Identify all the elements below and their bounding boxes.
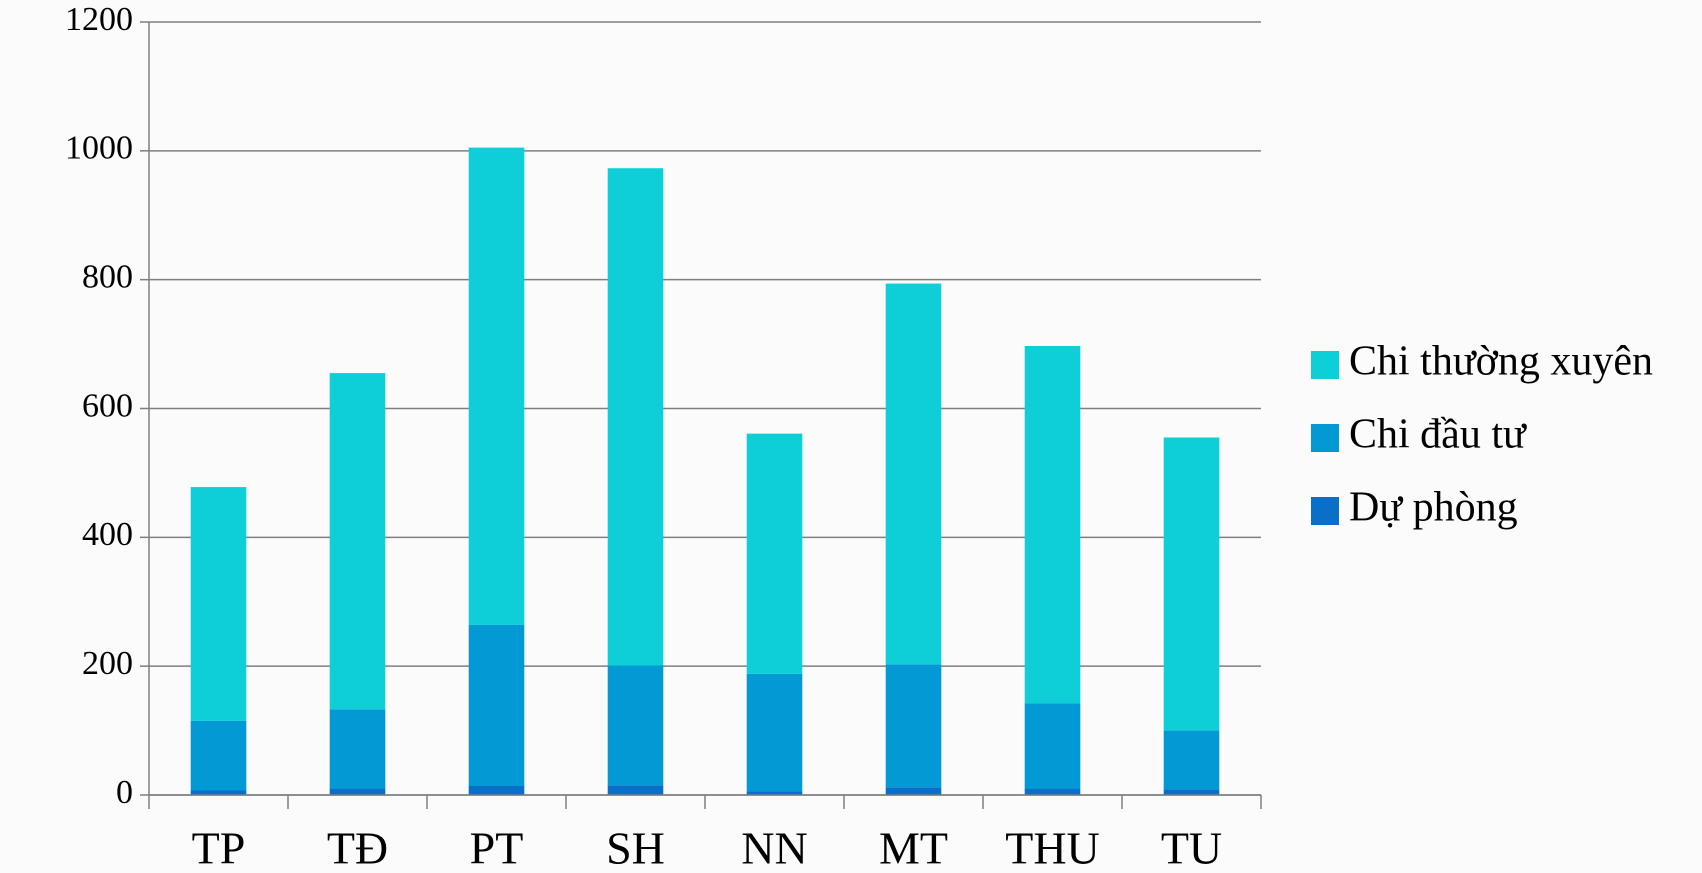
- bar-segment: [607, 168, 664, 666]
- x-tick-label: PT: [470, 823, 524, 873]
- bar-segment: [190, 720, 247, 791]
- bar-segment: [746, 673, 803, 792]
- bar-segment: [1024, 788, 1081, 795]
- legend-label: Dự phòng: [1349, 485, 1518, 531]
- y-tick-label: 800: [82, 258, 133, 295]
- x-tick-label: SH: [606, 823, 665, 873]
- bar-segment: [1163, 730, 1220, 790]
- bar-segment: [329, 788, 386, 795]
- bar-segment: [746, 791, 803, 795]
- bar-segment: [885, 283, 942, 665]
- y-tick-label: 1200: [65, 1, 133, 38]
- bar-segment: [1024, 346, 1081, 704]
- bar-segment: [746, 433, 803, 674]
- bar-segment: [329, 709, 386, 789]
- y-tick-label: 200: [82, 645, 133, 682]
- y-tick-label: 600: [82, 387, 133, 424]
- legend-swatch: [1311, 351, 1339, 379]
- bar-segment: [190, 790, 247, 795]
- bar-segment: [1163, 437, 1220, 731]
- bar-segment: [190, 487, 247, 721]
- bar-segment: [607, 665, 664, 786]
- x-tick-label: THU: [1005, 823, 1100, 873]
- legend-swatch: [1311, 497, 1339, 525]
- x-tick-label: TU: [1161, 823, 1222, 873]
- bar-segment: [885, 664, 942, 788]
- bar-segment: [468, 785, 525, 795]
- legend-label: Chi đầu tư: [1349, 412, 1527, 458]
- x-tick-label: TĐ: [327, 823, 388, 873]
- y-tick-label: 400: [82, 516, 133, 553]
- legend-label: Chi thường xuyên: [1349, 339, 1653, 385]
- bar-segment: [468, 624, 525, 786]
- bar-segment: [1163, 789, 1220, 795]
- x-tick-label: NN: [741, 823, 807, 873]
- bar-segment: [329, 373, 386, 710]
- y-tick-label: 0: [116, 774, 133, 811]
- y-tick-label: 1000: [65, 130, 133, 167]
- bar-segment: [468, 147, 525, 625]
- bar-segment: [885, 787, 942, 795]
- x-tick-label: MT: [879, 823, 948, 873]
- bar-segment: [1024, 703, 1081, 789]
- bar-segment: [607, 785, 664, 795]
- legend-swatch: [1311, 424, 1339, 452]
- x-tick-label: TP: [192, 823, 246, 873]
